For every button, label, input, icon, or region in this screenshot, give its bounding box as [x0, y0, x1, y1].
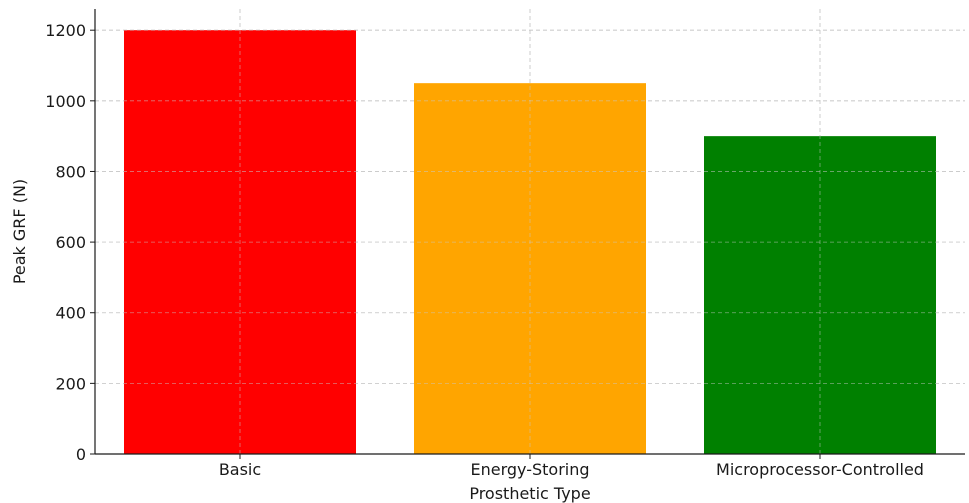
y-tick-label: 400 — [55, 304, 86, 323]
x-axis-label: Prosthetic Type — [469, 484, 590, 503]
y-tick-label: 1200 — [45, 21, 86, 40]
y-tick-label: 0 — [76, 445, 86, 464]
y-tick-label: 1000 — [45, 92, 86, 111]
x-tick-label: Basic — [219, 460, 261, 479]
x-tick-label: Microprocessor-Controlled — [716, 460, 924, 479]
bars — [95, 9, 965, 455]
x-ticks: Basic Energy-Storing Microprocessor-Contro… — [219, 454, 924, 479]
y-tick-label: 200 — [55, 374, 86, 393]
bar-microprocessor-controlled — [704, 136, 936, 454]
y-axis-label: Peak GRF (N) — [10, 179, 29, 284]
x-tick-label: Energy-Storing — [470, 460, 589, 479]
y-tick-label: 800 — [55, 162, 86, 181]
y-tick-label: 600 — [55, 233, 86, 252]
y-ticks: 0 200 400 600 800 1000 1200 — [45, 21, 95, 464]
